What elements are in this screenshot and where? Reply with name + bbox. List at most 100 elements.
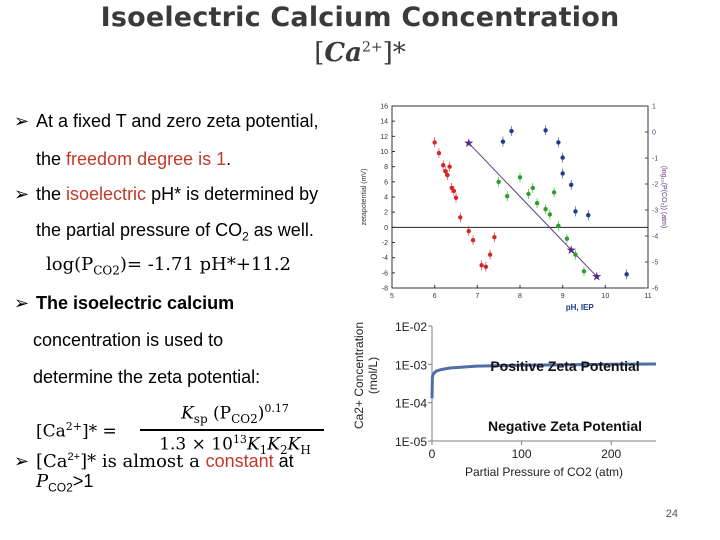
data-point	[432, 140, 437, 145]
data-point	[556, 140, 561, 145]
data-point	[517, 175, 523, 180]
bullet-3-line-2: concentration is used to	[33, 330, 224, 350]
arrow-bullet-icon: ➢	[14, 111, 30, 131]
y2-tick-label: 0	[652, 130, 656, 137]
data-point	[453, 195, 459, 200]
zeta-potential-chart: 5 6 7 8 9 10 11-8-6-4-20246810121416-6-5-4-3-2…	[361, 104, 667, 313]
y-tick-label: 8	[384, 164, 388, 171]
data-point	[505, 194, 510, 199]
iep-line	[468, 142, 598, 277]
y-tick-label: 2	[384, 210, 388, 217]
data-point	[586, 213, 591, 218]
star-marker: ★	[566, 243, 577, 257]
y2-tick-label: -3	[652, 208, 658, 215]
x-tick-label: 0	[429, 447, 436, 461]
x-tick-label: 10	[601, 293, 609, 300]
y-tick-label: 10	[380, 149, 388, 156]
y2-axis-label: (log₁₀(P(CO₂)) (atm)	[660, 166, 667, 228]
y-tick-label: 6	[384, 179, 388, 186]
annotation-negative: Negative Zeta Potential	[488, 418, 642, 434]
x-tick-label: 200	[601, 447, 621, 461]
data-point	[526, 191, 531, 197]
data-point	[492, 234, 497, 240]
bullet-1: ➢ At a fixed T and zero zeta potential,	[14, 111, 319, 131]
y-tick-label: 1E-02	[395, 320, 427, 334]
x-tick-label: 7	[475, 293, 479, 300]
data-point	[551, 190, 557, 195]
arrow-bullet-icon: ➢	[14, 451, 30, 471]
bullet-4: ➢ [Ca2+]* is almost a constant at	[14, 451, 294, 472]
star-marker: ★	[463, 136, 474, 150]
data-point	[569, 182, 574, 188]
y2-tick-label: -6	[652, 286, 658, 293]
y2-tick-label: -5	[652, 260, 658, 267]
title-formula: [Ca2+]*	[314, 38, 406, 68]
data-point	[470, 238, 476, 243]
star-marker: ★	[591, 270, 602, 284]
bullet-2-line-2: the partial pressure of CO2 as well.	[36, 220, 314, 244]
calcium-concentration-chart: 1E-02 1E-03 1E-04 1E-050 100 200 Partial Press…	[352, 320, 657, 479]
data-point	[573, 252, 578, 257]
data-point	[436, 150, 442, 156]
y-tick-label: 16	[380, 104, 388, 111]
equation-log-pco2: log(PCO2)= -1.71 pH*+11.2	[46, 254, 291, 278]
y2-tick-label: -1	[652, 156, 658, 163]
bullet-1-line-2: the freedom degree is 1.	[36, 149, 232, 169]
y-tick-label: 1E-03	[395, 358, 427, 372]
data-point	[547, 212, 553, 217]
data-point	[496, 179, 501, 185]
data-point	[534, 200, 540, 206]
x-tick-label: 100	[512, 447, 532, 461]
data-point	[443, 169, 448, 174]
annotation-positive: Positive Zeta Potential	[490, 358, 639, 374]
data-point	[573, 209, 578, 214]
data-point	[483, 264, 489, 269]
x-tick-label: 5	[390, 293, 394, 300]
y-axis-label-unit: (mol/L)	[366, 357, 380, 394]
x-tick-label: 6	[433, 293, 437, 300]
x-axis-label: pH, IEP	[566, 303, 595, 312]
x-tick-label: 9	[561, 293, 565, 300]
y-tick-label: -6	[382, 270, 388, 277]
data-point	[458, 215, 463, 220]
x-tick-label: 11	[644, 293, 651, 300]
data-point	[445, 172, 450, 178]
y-axis-label: Ca2+ Concentration	[352, 322, 366, 429]
page-number: 24	[665, 508, 678, 520]
bullet-4-line-2: PCO2>1	[36, 471, 94, 495]
slide-title: Isoelectric Calcium Concentration	[100, 2, 620, 33]
data-point	[451, 188, 457, 194]
data-point	[543, 128, 548, 133]
bullet-2: ➢ the isoelectric pH* is determined by	[14, 184, 319, 204]
equation-calcium-concentration: [Ca2+]* = Ksp (PCO2)0.17 1.3 × 1013K1K2K…	[36, 402, 326, 458]
y2-tick-label: 1	[652, 104, 656, 111]
data-point	[487, 252, 493, 257]
y-tick-label: 1E-04	[395, 397, 427, 411]
fraction-bar	[140, 429, 324, 431]
y2-tick-label: -2	[652, 182, 658, 189]
y-tick-label: 4	[384, 195, 388, 202]
data-point	[560, 155, 565, 160]
data-point	[479, 263, 484, 268]
series-line	[430, 362, 657, 399]
data-point	[581, 269, 587, 274]
arrow-bullet-icon: ➢	[14, 184, 30, 204]
bullet-3: ➢ The isoelectric calcium	[14, 293, 235, 313]
y-tick-label: 0	[384, 225, 388, 232]
y-axis-label: zetapotential (mV)	[361, 169, 368, 226]
data-point	[500, 139, 506, 144]
data-point	[564, 236, 570, 241]
bullet-3-line-3: determine the zeta potential:	[33, 367, 261, 387]
data-point	[560, 171, 565, 176]
data-point	[447, 164, 452, 169]
y-tick-label: -8	[382, 286, 388, 293]
y-tick-label: 1E-05	[395, 435, 427, 449]
x-tick-label: 8	[518, 293, 522, 300]
y2-tick-label: -4	[652, 234, 658, 241]
y-tick-label: 14	[380, 119, 388, 126]
y-tick-label: -2	[382, 240, 388, 247]
data-point	[624, 272, 629, 277]
data-point	[466, 228, 471, 234]
data-point	[530, 185, 535, 191]
data-point	[441, 162, 446, 168]
